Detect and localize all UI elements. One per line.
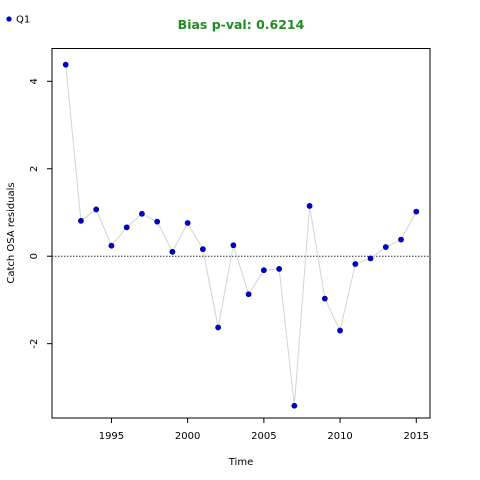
data-point — [413, 208, 420, 215]
series-line-segment — [248, 269, 265, 295]
series-line-segment — [80, 209, 97, 222]
series-line-segment — [309, 205, 326, 299]
series-line-segment — [232, 245, 250, 295]
data-point — [78, 217, 84, 224]
series-line-segment — [187, 222, 204, 250]
plot-frame — [51, 48, 431, 419]
data-point — [398, 236, 404, 243]
series-line-segment — [370, 246, 387, 259]
legend-label-q1: Q1 — [16, 15, 30, 26]
y-axis-label: Catch OSA residuals — [6, 182, 17, 283]
data-point — [245, 291, 252, 298]
y-axis: -2 0 2 4 — [29, 78, 52, 349]
data-point — [108, 242, 115, 249]
data-point — [139, 210, 145, 217]
data-point — [291, 402, 298, 409]
x-axis-label: Time — [228, 457, 253, 468]
data-point — [169, 248, 176, 255]
y-tick-label: -2 — [29, 339, 40, 349]
series-line-segment — [65, 64, 82, 221]
y-tick-label: 4 — [29, 78, 40, 84]
chart-title: Bias p-val: 0.6214 — [178, 17, 305, 32]
series-line-segment — [202, 249, 219, 328]
x-tick-label: 2005 — [251, 431, 276, 442]
series-line-segment — [95, 209, 112, 246]
series-line-segment — [171, 222, 189, 253]
series-line-q1 — [65, 64, 417, 406]
series-line-segment — [156, 221, 173, 253]
series-line-segment — [111, 227, 128, 247]
legend: Q1 — [6, 15, 30, 26]
series-line-segment — [217, 245, 234, 328]
data-point — [154, 218, 161, 225]
series-line-segment — [324, 298, 341, 331]
data-point — [306, 203, 313, 209]
x-tick-label: 2000 — [175, 431, 200, 442]
y-tick-label: 0 — [29, 253, 40, 259]
data-point — [337, 327, 343, 334]
x-axis: 1995 2000 2005 2010 2015 — [99, 418, 429, 442]
data-point — [382, 244, 389, 250]
data-point — [184, 220, 191, 226]
data-point — [215, 324, 222, 331]
data-point — [199, 246, 206, 253]
series-line-segment — [339, 263, 356, 331]
legend-marker-q1 — [6, 16, 12, 22]
series-line-segment — [293, 205, 311, 406]
series-line-segment — [126, 213, 143, 228]
data-point — [352, 261, 359, 267]
data-point — [230, 242, 237, 249]
y-tick-label: 2 — [29, 166, 40, 172]
data-point — [260, 267, 267, 274]
x-tick-label: 2015 — [404, 431, 429, 442]
x-tick-label: 1995 — [99, 431, 124, 442]
series-line-segment — [400, 211, 417, 240]
data-point — [123, 224, 130, 231]
data-point — [321, 295, 328, 302]
x-tick-label: 2010 — [327, 431, 352, 442]
data-point — [367, 255, 374, 262]
data-point — [276, 265, 283, 272]
series-points-q1 — [62, 61, 420, 409]
data-point — [93, 206, 100, 213]
data-point — [62, 61, 69, 68]
series-line-segment — [278, 268, 295, 406]
